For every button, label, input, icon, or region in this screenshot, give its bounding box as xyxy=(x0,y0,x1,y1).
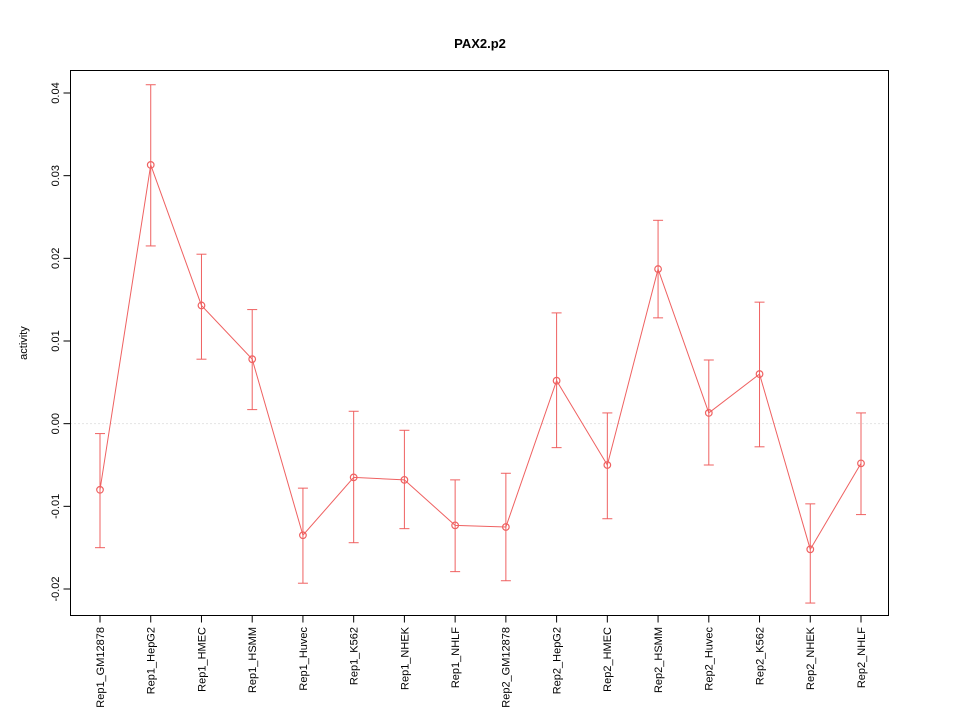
y-axis: -0.02 -0.01 0.00 0.01 0.02 0.03 0.04 xyxy=(50,82,71,602)
x-axis: Rep1_GM12878 Rep1_HepG2 Rep1_HMEC Rep1_HSMM… xyxy=(95,615,868,708)
svg-text:-0.02: -0.02 xyxy=(50,576,62,601)
svg-text:0.04: 0.04 xyxy=(50,82,62,103)
svg-text:Rep2_HSMM: Rep2_HSMM xyxy=(653,627,665,693)
data-series xyxy=(95,84,866,604)
plot-border xyxy=(70,70,889,616)
svg-text:Rep2_HMEC: Rep2_HMEC xyxy=(602,627,614,692)
svg-text:0.02: 0.02 xyxy=(50,248,62,269)
svg-text:0.00: 0.00 xyxy=(50,413,62,434)
svg-text:Rep1_K562: Rep1_K562 xyxy=(349,627,361,685)
svg-text:Rep2_HepG2: Rep2_HepG2 xyxy=(551,627,563,694)
svg-text:Rep1_NHEK: Rep1_NHEK xyxy=(399,626,411,690)
svg-text:Rep1_Huvec: Rep1_Huvec xyxy=(298,627,310,691)
svg-text:Rep1_HMEC: Rep1_HMEC xyxy=(196,627,208,692)
svg-text:Rep2_K562: Rep2_K562 xyxy=(754,627,766,685)
svg-text:Rep1_GM12878: Rep1_GM12878 xyxy=(95,627,107,708)
svg-text:Rep1_HepG2: Rep1_HepG2 xyxy=(146,627,158,694)
chart-title: PAX2.p2 xyxy=(454,36,506,51)
svg-text:Rep2_Huvec: Rep2_Huvec xyxy=(704,627,716,691)
y-axis-label: activity xyxy=(18,326,30,360)
svg-text:-0.01: -0.01 xyxy=(50,494,62,519)
svg-text:Rep2_NHLF: Rep2_NHLF xyxy=(856,627,868,688)
svg-text:0.03: 0.03 xyxy=(50,165,62,186)
svg-text:Rep1_HSMM: Rep1_HSMM xyxy=(247,627,259,693)
svg-text:Rep1_NHLF: Rep1_NHLF xyxy=(450,627,462,688)
svg-text:Rep2_GM12878: Rep2_GM12878 xyxy=(501,627,513,708)
svg-text:Rep2_NHEK: Rep2_NHEK xyxy=(805,626,817,690)
svg-text:0.01: 0.01 xyxy=(50,330,62,351)
